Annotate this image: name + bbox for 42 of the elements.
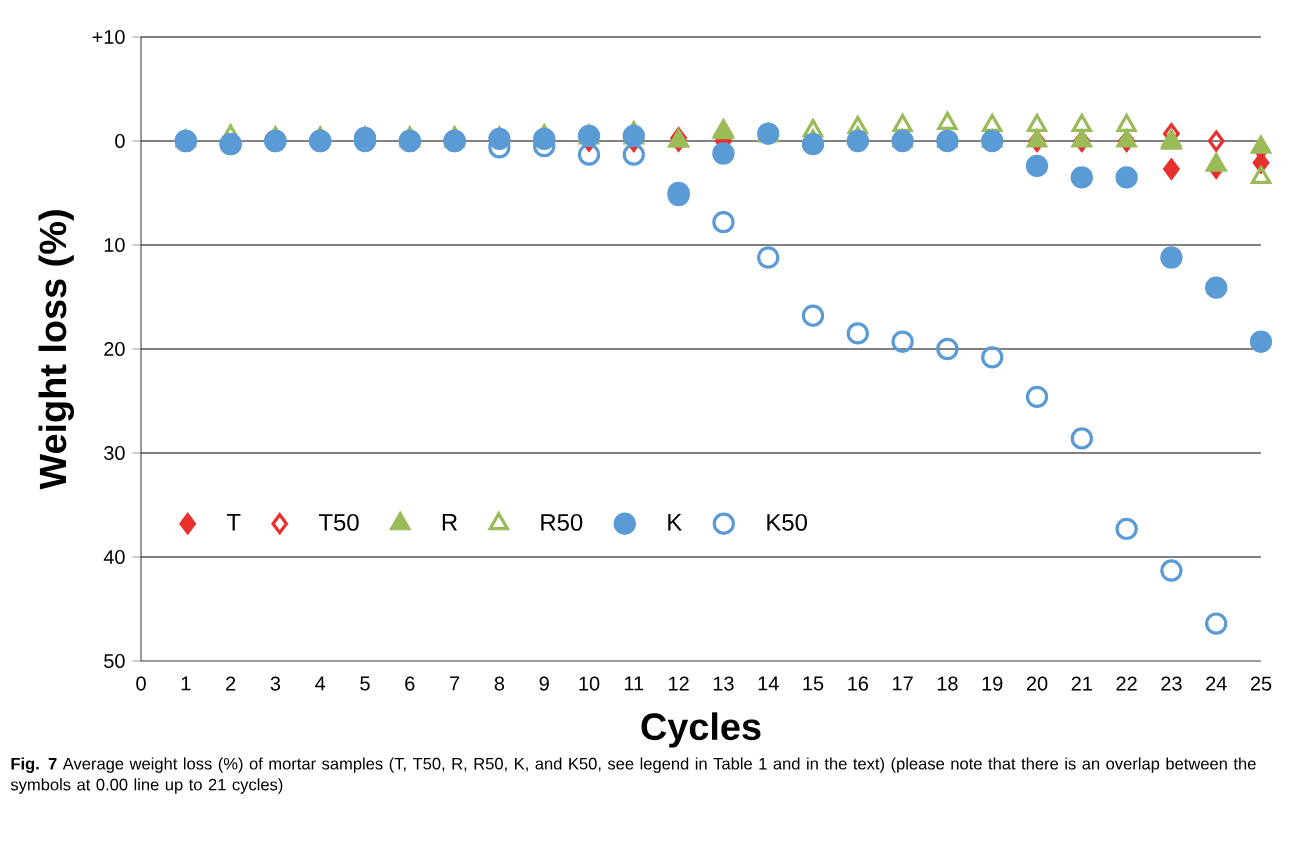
legend-label: K [668,514,683,531]
x-tick-label: 11 [625,676,644,691]
legend-label: T [226,514,241,531]
y-axis-title: Weight loss (%) [38,210,74,490]
x-tick-label: 12 [669,676,689,691]
x-tick-label: 15 [803,676,824,691]
x-tick-label: 1 [181,676,191,691]
x-tick-label: 6 [405,676,415,691]
legend-label: R50 [541,513,583,531]
x-tick-label: 5 [360,676,370,691]
x-tick-label: 21 [1071,676,1092,691]
x-tick-label: 20 [1026,676,1048,691]
x-axis-title: Cycles [641,712,761,748]
legend-label: T50 [318,513,359,531]
x-tick-label: 2 [226,676,236,691]
x-tick-label: 18 [937,676,958,691]
x-tick-label: 14 [758,676,779,691]
y-tick-label: 20 [104,341,125,357]
x-tick-label: 25 [1250,676,1272,691]
y-tick-label: 30 [104,445,125,461]
x-tick-label: 16 [848,676,869,691]
legend-label: R [442,514,458,531]
x-tick-label: 0 [136,676,146,691]
x-tick-label: 23 [1161,676,1182,691]
x-tick-label: 17 [893,676,913,691]
x-tick-label: 22 [1116,676,1137,691]
x-tick-label: 8 [494,676,505,691]
x-tick-label: 9 [539,676,549,691]
x-tick-label: 13 [713,676,734,691]
y-tick-label: 40 [103,549,125,565]
legend-label: K50 [767,513,807,531]
x-tick-label: 3 [270,676,281,691]
x-tick-label: 24 [1206,676,1227,691]
y-tick-label: +10 [92,29,125,45]
y-tick-label: 50 [104,653,125,669]
x-tick-label: 7 [450,676,460,691]
x-tick-label: 19 [982,676,1003,691]
text: Fig. 7 Average weight loss (%) of mortar samples (T, T50, R, R50, K, and K50, see legend in Table 1 and in the text) (please note that there is an overlap between the symbols at 0.00 line up to 21 cycles) [10,757,1256,794]
y-tick-label: 10 [104,237,125,253]
x-tick-label: 10 [579,676,600,691]
x-tick-label: 4 [315,676,326,691]
y-tick-label: 0 [115,133,125,149]
